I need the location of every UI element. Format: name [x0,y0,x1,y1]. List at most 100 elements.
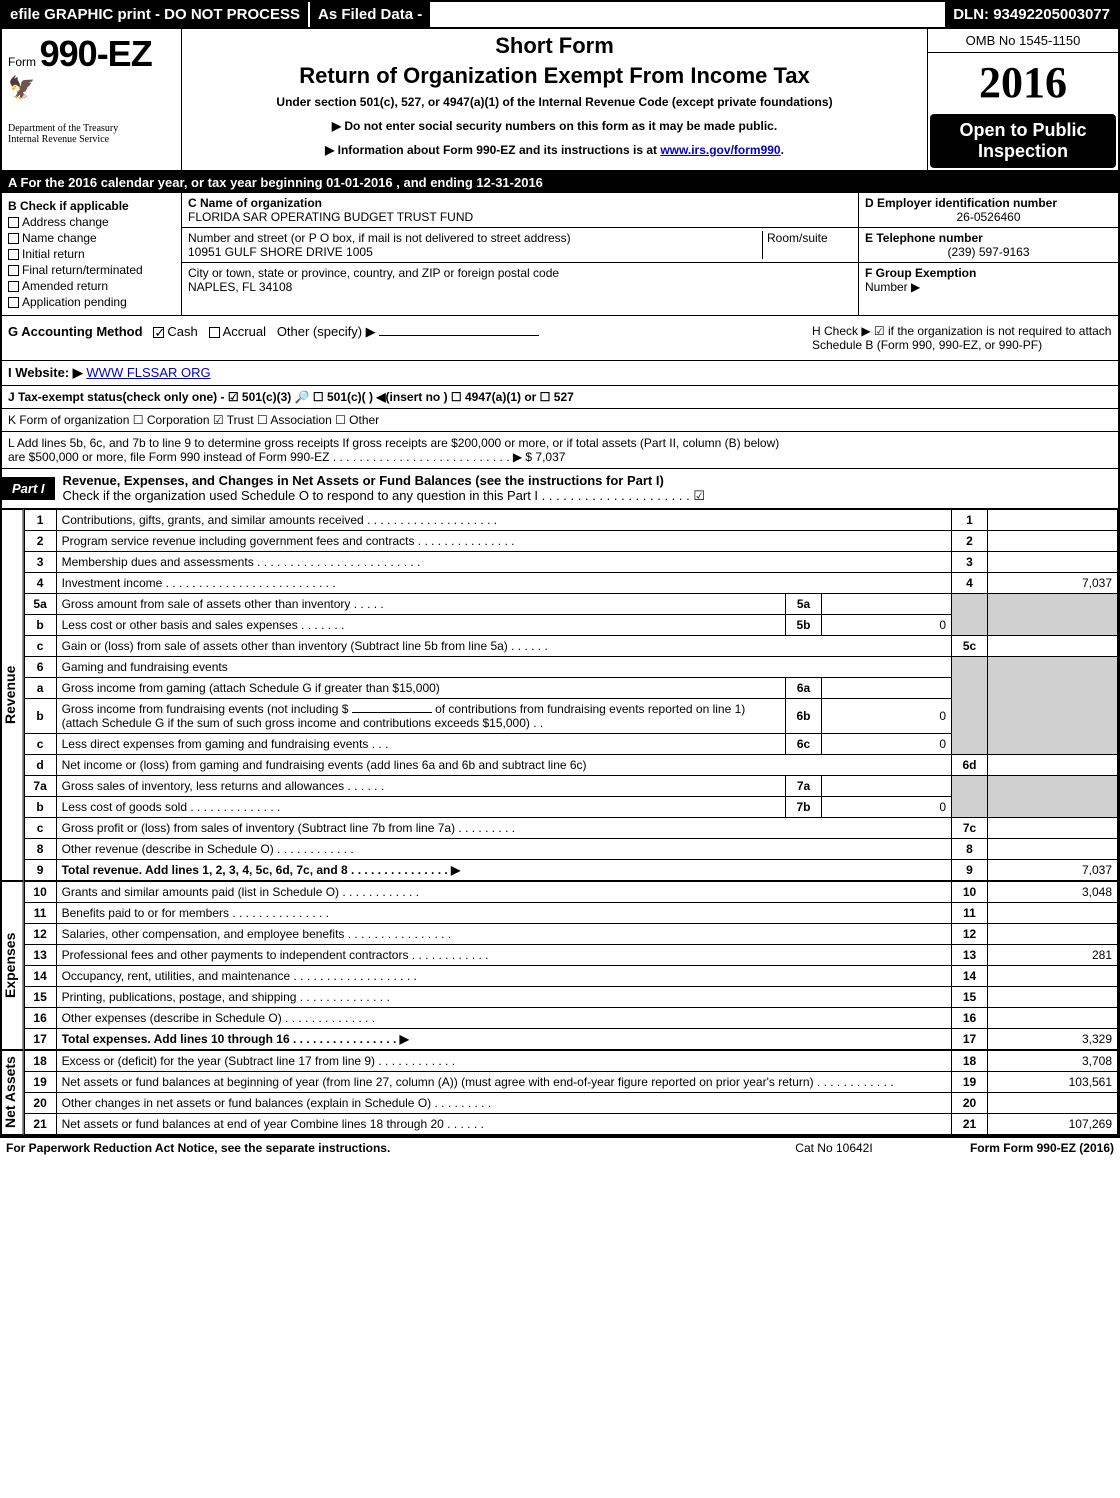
expenses-section: Expenses 10 Grants and similar amounts p… [2,881,1118,1050]
other-specify-input[interactable] [379,335,539,336]
cb-accrual[interactable] [209,327,220,338]
l-line2: are $500,000 or more, file Form 990 inst… [8,450,1112,464]
line-8: 8 Other revenue (describe in Schedule O)… [24,839,1117,860]
city-label: City or town, state or province, country… [188,266,852,280]
ein-row: D Employer identification number 26-0526… [859,193,1118,228]
revenue-table: 1 Contributions, gifts, grants, and simi… [24,509,1118,881]
net-assets-table: 18 Excess or (deficit) for the year (Sub… [24,1050,1118,1135]
e-label: E Telephone number [865,231,1112,245]
group-exemption-row: F Group Exemption Number ▶ [859,263,1118,297]
efile-label: efile GRAPHIC print - DO NOT PROCESS [2,2,308,27]
tax-year: 2016 [928,53,1118,112]
short-form-title: Short Form [192,33,917,59]
form-ref: Form Form 990-EZ (2016) [934,1141,1114,1155]
org-name-row: C Name of organization FLORIDA SAR OPERA… [182,193,858,228]
omb-number: OMB No 1545-1150 [928,29,1118,53]
form-container: efile GRAPHIC print - DO NOT PROCESS As … [0,0,1120,1137]
irs-link[interactable]: www.irs.gov/form990 [660,143,780,157]
street-label: Number and street (or P O box, if mail i… [188,231,762,245]
i-label: I Website: ▶ [8,365,83,380]
website-link[interactable]: WWW FLSSAR ORG [86,365,210,380]
side-label-revenue: Revenue [2,509,24,881]
line-13: 13 Professional fees and other payments … [24,945,1117,966]
contrib-amount-input[interactable] [352,712,432,713]
line-18: 18 Excess or (deficit) for the year (Sub… [24,1051,1117,1072]
row-j-tax-exempt: J Tax-exempt status(check only one) - ☑ … [2,386,1118,409]
part-i-header: Part I Revenue, Expenses, and Changes in… [2,469,1118,509]
d-label: D Employer identification number [865,196,1112,210]
open-line2: Inspection [934,141,1112,162]
telephone-value: (239) 597-9163 [865,245,1112,259]
row-l-gross-receipts: L Add lines 5b, 6c, and 7b to line 9 to … [2,432,1118,469]
header-right: OMB No 1545-1150 2016 Open to Public Ins… [928,29,1118,170]
cb-cash[interactable] [153,327,164,338]
row-h-schedule-b: H Check ▶ ☑ if the organization is not r… [812,324,1112,352]
row-a-tax-year: A For the 2016 calendar year, or tax yea… [2,172,1118,193]
l-line1: L Add lines 5b, 6c, and 7b to line 9 to … [8,436,1112,450]
row-k-form-org: K Form of organization ☐ Corporation ☑ T… [2,409,1118,432]
f-label2: Number ▶ [865,280,920,294]
footer: For Paperwork Reduction Act Notice, see … [0,1137,1120,1158]
row-g-accounting: G Accounting Method Cash Accrual Other (… [2,316,1118,361]
cb-name-change[interactable]: Name change [8,231,175,245]
part-i-sub: Check if the organization used Schedule … [63,488,705,503]
info-prefix: ▶ Information about Form 990-EZ and its … [325,143,660,157]
line-16: 16 Other expenses (describe in Schedule … [24,1008,1117,1029]
info-link-line: ▶ Information about Form 990-EZ and its … [192,143,917,157]
line-11: 11 Benefits paid to or for members . . .… [24,903,1117,924]
side-label-expenses: Expenses [2,881,24,1050]
line-6d: d Net income or (loss) from gaming and f… [24,755,1117,776]
dept-treasury: Department of the Treasury [8,123,175,134]
line-14: 14 Occupancy, rent, utilities, and maint… [24,966,1117,987]
accounting-method: G Accounting Method Cash Accrual Other (… [8,324,812,352]
form-prefix: Form [8,55,36,69]
treasury-seal-icon: 🦅 [8,75,175,101]
column-b-checkboxes: B Check if applicable Address change Nam… [2,193,182,315]
line-19: 19 Net assets or fund balances at beginn… [24,1072,1117,1093]
f-label: F Group Exemption [865,266,976,280]
net-assets-section: Net Assets 18 Excess or (deficit) for th… [2,1050,1118,1135]
line-5a: 5a Gross amount from sale of assets othe… [24,594,1117,615]
org-name: FLORIDA SAR OPERATING BUDGET TRUST FUND [188,210,852,224]
line-12: 12 Salaries, other compensation, and emp… [24,924,1117,945]
line-4: 4 Investment income . . . . . . . . . . … [24,573,1117,594]
line-17: 17 Total expenses. Add lines 10 through … [24,1029,1117,1050]
revenue-section: Revenue 1 Contributions, gifts, grants, … [2,509,1118,881]
part-i-label: Part I [2,477,55,500]
cb-final-return[interactable]: Final return/terminated [8,263,175,277]
city-value: NAPLES, FL 34108 [188,280,852,294]
line-6: 6 Gaming and fundraising events [24,657,1117,678]
cb-address-change[interactable]: Address change [8,215,175,229]
j-text: J Tax-exempt status(check only one) - ☑ … [8,390,574,404]
form-header: Form 990-EZ 🦅 Department of the Treasury… [2,29,1118,172]
dln-label: DLN: 93492205003077 [945,2,1118,27]
part-i-title: Revenue, Expenses, and Changes in Net As… [63,469,1118,508]
cb-amended-return[interactable]: Amended return [8,279,175,293]
open-line1: Open to Public [934,120,1112,141]
ein-value: 26-0526460 [865,210,1112,224]
header-center: Short Form Return of Organization Exempt… [182,29,928,170]
cb-initial-return[interactable]: Initial return [8,247,175,261]
line-7c: c Gross profit or (loss) from sales of i… [24,818,1117,839]
cb-application-pending[interactable]: Application pending [8,295,175,309]
column-d-ein: D Employer identification number 26-0526… [858,193,1118,315]
main-title: Return of Organization Exempt From Incom… [192,63,917,89]
paperwork-notice: For Paperwork Reduction Act Notice, see … [6,1141,734,1155]
line-7a: 7a Gross sales of inventory, less return… [24,776,1117,797]
row-i-website: I Website: ▶ WWW FLSSAR ORG [2,361,1118,386]
line-9: 9 Total revenue. Add lines 1, 2, 3, 4, 5… [24,860,1117,881]
side-label-net-assets: Net Assets [2,1050,24,1135]
line-21: 21 Net assets or fund balances at end of… [24,1114,1117,1135]
telephone-row: E Telephone number (239) 597-9163 [859,228,1118,263]
line-5c: c Gain or (loss) from sale of assets oth… [24,636,1117,657]
line-20: 20 Other changes in net assets or fund b… [24,1093,1117,1114]
warning-ssn: ▶ Do not enter social security numbers o… [192,119,917,133]
as-filed-label: As Filed Data - [308,2,430,27]
topbar-spacer [430,2,945,27]
street-value: 10951 GULF SHORE DRIVE 1005 [188,245,762,259]
line-1: 1 Contributions, gifts, grants, and simi… [24,510,1117,531]
other-specify: Other (specify) ▶ [277,324,376,339]
g-label: G Accounting Method [8,324,143,339]
line-10: 10 Grants and similar amounts paid (list… [24,882,1117,903]
subtitle: Under section 501(c), 527, or 4947(a)(1)… [192,95,917,109]
